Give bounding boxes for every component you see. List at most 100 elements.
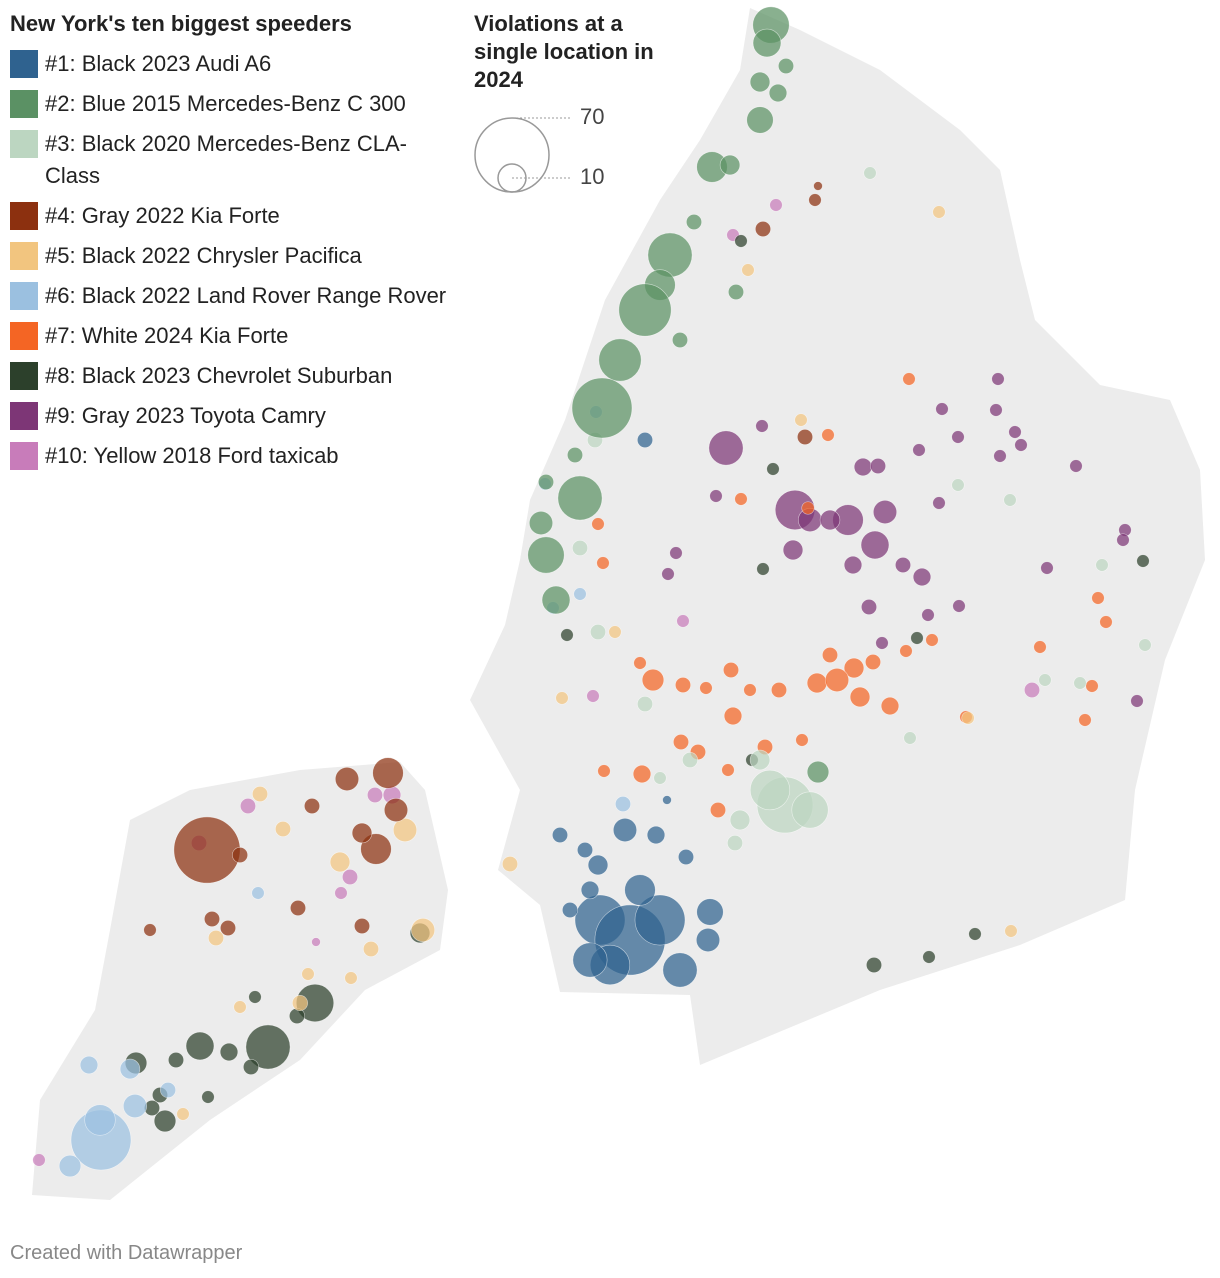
bubble [912, 567, 932, 587]
bubble [292, 995, 308, 1011]
bubble [245, 1024, 291, 1070]
bubble [252, 786, 268, 802]
size-legend-circle [474, 117, 550, 193]
bubble [755, 419, 769, 433]
bubble [849, 686, 871, 708]
legend-item: #4: Gray 2022 Kia Forte [10, 200, 450, 232]
bubble [360, 833, 392, 865]
legend-swatch [10, 282, 38, 310]
bubble [749, 71, 771, 93]
bubble [634, 894, 686, 946]
bubble [555, 691, 569, 705]
bubble [1003, 493, 1017, 507]
bubble [562, 902, 578, 918]
bubble [251, 886, 265, 900]
bubble [808, 193, 822, 207]
bubble [682, 752, 698, 768]
bubble [541, 585, 571, 615]
bubble [991, 372, 1005, 386]
legend-label: #5: Black 2022 Chrysler Pacifica [45, 243, 362, 268]
bubble [173, 816, 241, 884]
legend-swatch [10, 90, 38, 118]
bubble [728, 284, 744, 300]
legend-item: #1: Black 2023 Audi A6 [10, 48, 450, 80]
bubble [843, 657, 865, 679]
bubble [863, 166, 877, 180]
bubble [699, 681, 713, 695]
bubble [912, 443, 926, 457]
bubble [219, 1042, 239, 1062]
bubble [806, 760, 830, 784]
bubble [32, 1153, 46, 1167]
bubble [528, 510, 554, 536]
bubble [1138, 638, 1152, 652]
bubble [204, 911, 220, 927]
bubble [719, 154, 741, 176]
legend-item: #6: Black 2022 Land Rover Range Rover [10, 280, 450, 312]
bubble [289, 1008, 305, 1024]
bubble [1085, 679, 1099, 693]
legend-item: #7: White 2024 Kia Forte [10, 320, 450, 352]
bubble [233, 1000, 247, 1014]
bubble [968, 927, 982, 941]
bubble [372, 757, 404, 789]
bubble [752, 28, 782, 58]
bubble [367, 787, 383, 803]
bubble [342, 869, 358, 885]
legend-label: #10: Yellow 2018 Ford taxicab [45, 443, 339, 468]
bubble [632, 764, 652, 784]
bubble [721, 763, 735, 777]
bubble [932, 205, 946, 219]
legend-swatch [10, 362, 38, 390]
legend-swatch [10, 130, 38, 158]
bubble [557, 475, 603, 521]
size-legend-title: Violations at a single location in 2024 [474, 11, 654, 92]
bubble [899, 644, 913, 658]
bubble [875, 636, 889, 650]
bubble [797, 429, 813, 445]
bubble [749, 769, 791, 811]
legend-swatch [10, 50, 38, 78]
bubble [853, 457, 873, 477]
bubble [1116, 533, 1130, 547]
bubble [925, 633, 939, 647]
bubble [880, 696, 900, 716]
bubble [708, 430, 744, 466]
bubble [1008, 425, 1022, 439]
legend-swatch [10, 402, 38, 430]
bubble [743, 683, 757, 697]
bubble [1099, 615, 1113, 629]
bubble [176, 1107, 190, 1121]
bubble [410, 917, 436, 943]
bubble [160, 1082, 176, 1098]
bubble [806, 672, 828, 694]
bubble [143, 923, 157, 937]
bubble [552, 827, 568, 843]
legend-item: #2: Blue 2015 Mercedes-Benz C 300 [10, 88, 450, 120]
bubble [813, 181, 823, 191]
bubble [122, 1093, 148, 1119]
bubble [304, 798, 320, 814]
bubble [769, 198, 783, 212]
bubble [572, 540, 588, 556]
bubble [952, 599, 966, 613]
legend-item: #5: Black 2022 Chrysler Pacifica [10, 240, 450, 272]
bubble [661, 567, 675, 581]
bubble [334, 766, 360, 792]
bubble [84, 1104, 116, 1136]
bubble [672, 332, 688, 348]
bubble [637, 696, 653, 712]
bubble [275, 821, 291, 837]
bubble [1024, 682, 1040, 698]
bubble [301, 967, 315, 981]
bubble [290, 900, 306, 916]
bubble [669, 546, 683, 560]
bubble [819, 509, 841, 531]
land [32, 762, 448, 1200]
bubble [1069, 459, 1083, 473]
bubble [734, 492, 748, 506]
bubble [571, 377, 633, 439]
bubble [641, 668, 665, 692]
bubble [596, 556, 610, 570]
